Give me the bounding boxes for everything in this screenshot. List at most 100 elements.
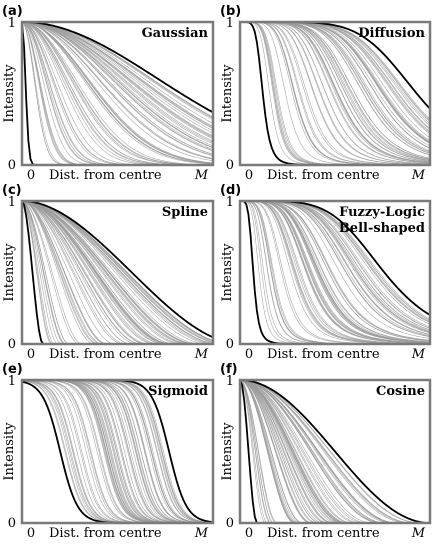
grey-curve xyxy=(22,380,213,523)
chart-panel-1: (a) Gaussian 1 0 Intensity 0 Dist. from centre… xyxy=(2,4,215,183)
grey-curve xyxy=(22,201,213,344)
y-tick-label-bottom: 0 xyxy=(8,337,16,352)
panel-title: Gaussian xyxy=(142,26,209,41)
grey-curve xyxy=(22,22,213,165)
plot-frame xyxy=(20,20,215,167)
grey-curve xyxy=(240,380,430,523)
grey-curve xyxy=(22,22,213,165)
panel-title: Cosine xyxy=(376,384,425,399)
y-axis-label: Intensity xyxy=(2,422,17,481)
grey-curve xyxy=(22,201,213,344)
upper-envelope-curve xyxy=(22,22,213,114)
grey-curve xyxy=(22,380,213,523)
grey-curve xyxy=(22,201,213,344)
grey-curve xyxy=(22,201,213,344)
grey-curve xyxy=(22,22,213,137)
y-axis-label: Intensity xyxy=(2,243,17,302)
panel-letter: (f) xyxy=(220,362,238,377)
grey-curve xyxy=(22,380,213,523)
upper-envelope-curve xyxy=(22,201,213,339)
grey-curve xyxy=(22,201,213,343)
grey-curve xyxy=(22,380,213,523)
grey-curve xyxy=(22,380,213,523)
grey-curve xyxy=(22,201,213,344)
grey-curve xyxy=(22,380,213,523)
grey-curve xyxy=(22,201,213,344)
grey-curve xyxy=(240,380,430,523)
grey-curve xyxy=(22,201,213,344)
y-tick-label-top: 1 xyxy=(226,374,234,389)
grey-curve xyxy=(240,380,430,523)
grey-curve xyxy=(22,22,213,165)
grey-curve xyxy=(22,22,213,165)
grey-curve xyxy=(22,22,213,165)
x-tick-label-zero: 0 xyxy=(245,526,253,541)
plot-frame xyxy=(238,20,432,167)
x-axis-label: Dist. from centre xyxy=(49,168,162,183)
y-tick-label-top: 1 xyxy=(8,195,16,210)
grey-curve xyxy=(240,201,430,344)
grey-curve xyxy=(240,201,430,343)
grey-curve xyxy=(22,201,213,344)
grey-curve xyxy=(22,22,213,127)
grey-curve xyxy=(22,22,213,165)
grey-curve xyxy=(240,380,430,523)
grey-curve xyxy=(22,380,213,523)
x-tick-label-max: M xyxy=(194,168,209,183)
grey-curve xyxy=(240,380,430,523)
grey-curve xyxy=(240,380,430,523)
grey-curve xyxy=(22,201,213,344)
grey-curve xyxy=(22,22,213,165)
x-tick-label-zero: 0 xyxy=(27,347,35,362)
y-axis-label: Intensity xyxy=(220,422,235,481)
panel-letter: (a) xyxy=(2,4,23,19)
grey-curve xyxy=(22,201,213,344)
grey-curve xyxy=(240,380,430,523)
panel-letter: (b) xyxy=(220,4,241,19)
grey-curve xyxy=(240,380,430,523)
grey-curve xyxy=(22,201,213,344)
x-axis-label: Dist. from centre xyxy=(267,526,380,541)
x-tick-label-zero: 0 xyxy=(27,526,35,541)
x-tick-label-max: M xyxy=(411,526,426,541)
grey-curve xyxy=(22,380,213,523)
grey-curve xyxy=(240,380,430,523)
x-axis-label: Dist. from centre xyxy=(267,347,380,362)
grey-curve xyxy=(22,22,213,165)
grey-curve xyxy=(22,201,213,344)
x-tick-label-max: M xyxy=(194,526,209,541)
grey-curve xyxy=(22,201,213,344)
upper-envelope-curve xyxy=(240,380,430,523)
grey-curve xyxy=(22,201,213,344)
grey-curve xyxy=(22,201,213,344)
grey-curve xyxy=(240,380,430,523)
y-tick-label-bottom: 0 xyxy=(226,516,234,531)
grey-curve xyxy=(22,201,213,344)
plot-frame xyxy=(20,378,215,525)
grey-curve xyxy=(240,201,430,344)
grey-curve xyxy=(22,22,213,142)
grey-curve xyxy=(22,201,213,344)
grey-curve xyxy=(240,380,430,523)
grey-curve xyxy=(240,380,430,523)
x-axis-label: Dist. from centre xyxy=(49,347,162,362)
y-axis-label: Intensity xyxy=(220,64,235,123)
grey-curve xyxy=(22,22,213,165)
grey-curve xyxy=(240,380,430,523)
grey-curve xyxy=(22,22,213,131)
panel-title: Spline xyxy=(162,205,208,220)
grey-curve xyxy=(240,380,430,523)
x-tick-label-max: M xyxy=(194,347,209,362)
grey-curve xyxy=(22,22,213,155)
panel-letter: (c) xyxy=(2,183,22,198)
grey-curve xyxy=(22,22,213,160)
grey-curve xyxy=(22,201,213,344)
grey-curve xyxy=(240,380,430,523)
y-tick-label-top: 1 xyxy=(8,374,16,389)
plot-frame xyxy=(238,199,432,346)
grey-curve xyxy=(22,201,213,344)
chart-panel-3: (c) Spline 1 0 Intensity 0 Dist. from centre M xyxy=(2,183,215,362)
x-tick-label-zero: 0 xyxy=(245,347,253,362)
x-axis-label: Dist. from centre xyxy=(267,168,380,183)
